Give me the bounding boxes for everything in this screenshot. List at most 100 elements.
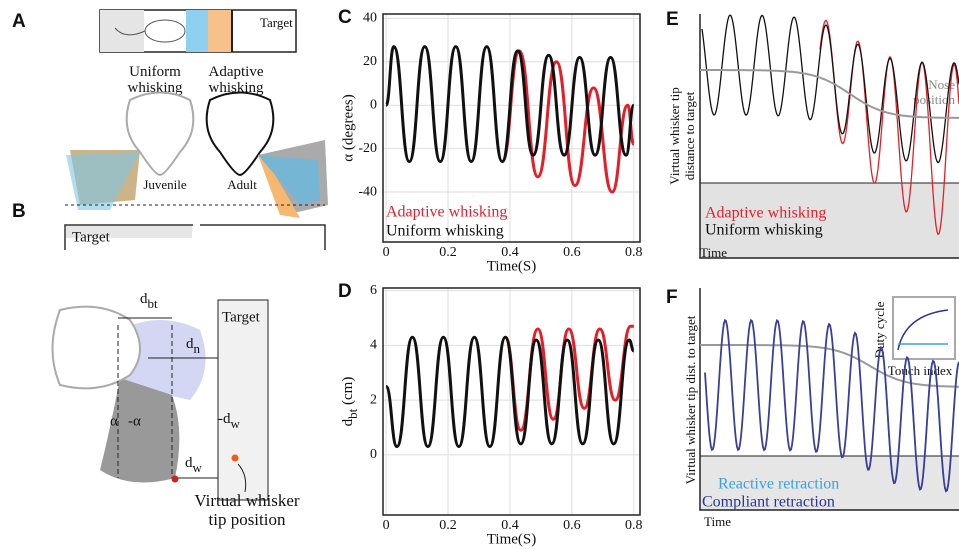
whisk-field xyxy=(258,155,300,218)
dn-label: dn xyxy=(186,336,201,356)
target-label: Target xyxy=(260,15,293,30)
whisk-field xyxy=(258,155,320,205)
x-tick-label: 0.2 xyxy=(439,518,457,533)
x-label: Time xyxy=(704,514,731,529)
x-tick-label: 0.4 xyxy=(501,518,519,533)
panel-a: A Target Uniform whisking Adaptive whiskin… xyxy=(12,9,328,218)
whisk-field xyxy=(66,152,140,210)
legend-label: Compliant retraction xyxy=(702,494,835,511)
text-part: d xyxy=(186,336,194,352)
panel-f: F Virtual whisker tip dist. to target Re… xyxy=(666,287,959,529)
head xyxy=(51,305,141,390)
uniform-label: Uniform whisking xyxy=(127,64,183,96)
mouse xyxy=(144,19,186,43)
text-part: n xyxy=(194,341,201,356)
alpha-label: α xyxy=(110,413,118,429)
x-tick-label: 0.8 xyxy=(625,518,643,533)
text-part: d xyxy=(340,418,356,426)
panel-label: B xyxy=(12,201,26,222)
y-tick-label: 20 xyxy=(363,54,377,69)
head xyxy=(205,91,275,177)
arrow xyxy=(237,463,247,493)
text-line: tip position xyxy=(209,510,286,529)
neg-dw-label: -dw xyxy=(218,411,241,431)
plot-frame xyxy=(382,13,641,243)
y-tick-label: 40 xyxy=(363,11,377,26)
target-bar xyxy=(64,224,326,250)
juvenile-label: Juvenile xyxy=(143,177,187,192)
text-line: position xyxy=(913,92,955,107)
panel-e: E Virtual whisker tipdistance to target … xyxy=(666,9,959,260)
y-tick-label: 0 xyxy=(370,447,377,462)
text-line: distance to target xyxy=(682,91,697,180)
text-line: Uniform xyxy=(129,64,181,80)
target-zone xyxy=(700,183,959,258)
text-part: -d xyxy=(218,411,231,427)
target-shade xyxy=(66,226,192,238)
zone-blue xyxy=(186,10,208,52)
inset-y-label: Duty cycle xyxy=(872,301,887,358)
legend-label: Adaptive whisking xyxy=(386,204,507,221)
y-tick-label: 0 xyxy=(370,97,377,112)
text-part: w xyxy=(193,460,203,475)
x-axis-label: Time(S) xyxy=(487,531,536,547)
legend-label: Uniform whisking xyxy=(386,223,504,240)
tunnel-shade xyxy=(100,10,144,52)
series-line xyxy=(384,335,635,449)
illustration-red xyxy=(819,19,959,236)
y-label: Virtual whisker tipdistance to target xyxy=(667,87,697,184)
legend-label: Adaptive whisking xyxy=(705,205,826,222)
series-line xyxy=(384,45,636,164)
tip-label: Virtual whisker tip position xyxy=(194,491,300,529)
chart: C 0 0.2 0.4 0.6 0.8 -40 -20 0 20 40 Time(S) α (degre… xyxy=(338,7,643,274)
chart: D 0 0.2 0.4 0.6 0.8 0 2 4 6 Time(S) dbt (cm) xyxy=(338,281,643,547)
text-line: Virtual whisker tip xyxy=(667,87,682,184)
tip-dot xyxy=(171,475,179,483)
adult-label: Adult xyxy=(227,177,257,192)
inset-x-label: Touch index xyxy=(888,363,953,378)
text-part: (cm) xyxy=(340,377,356,409)
text-part: bt xyxy=(345,408,360,419)
panel-label: C xyxy=(338,7,352,28)
text-line: Adaptive xyxy=(209,64,264,80)
illustration-nose xyxy=(700,69,959,119)
legend-label: Reactive retraction xyxy=(718,476,839,493)
illustration-dark xyxy=(704,318,959,493)
illustration-black xyxy=(701,14,959,164)
neg-alpha-label: -α xyxy=(128,413,141,429)
panel-label: F xyxy=(666,287,678,308)
plot-frame xyxy=(382,287,641,516)
dbt-label: dbt xyxy=(140,291,158,311)
text-part: d xyxy=(185,455,193,471)
target-box-label: Target xyxy=(222,309,261,325)
y-tick-label: -40 xyxy=(358,184,377,199)
axes xyxy=(699,14,959,259)
panel-b: B Target Target dbt dn α -α -dw dw Virtu… xyxy=(12,201,326,529)
dw-label: dw xyxy=(185,455,203,475)
text-part: w xyxy=(231,416,241,431)
target-bar-label: Target xyxy=(72,229,111,245)
x-tick-label: 0 xyxy=(383,245,390,260)
x-tick-label: 0 xyxy=(383,518,390,533)
panel-label: E xyxy=(666,9,679,30)
text-part: d xyxy=(140,291,148,307)
target-box xyxy=(217,299,269,501)
text-line: Virtual whisker xyxy=(194,491,300,510)
x-tick-label: 0.2 xyxy=(439,245,457,260)
y-label: Virtual whisker tip dist. to target xyxy=(683,315,698,484)
y-axis-label: α (degrees) xyxy=(340,94,356,161)
series-line xyxy=(500,49,636,194)
field xyxy=(100,378,180,483)
panel-label: D xyxy=(338,281,352,302)
x-tick-label: 0.6 xyxy=(563,518,581,533)
x-label: Time xyxy=(700,245,727,260)
x-tick-label: 0.4 xyxy=(501,245,519,260)
illustration-nose xyxy=(700,344,959,388)
field xyxy=(120,320,206,400)
panel-label: A xyxy=(12,11,26,32)
legend-label: Uniform whisking xyxy=(705,222,823,239)
x-tick-label: 0.6 xyxy=(563,245,581,260)
axes xyxy=(699,288,959,511)
inset xyxy=(892,296,956,360)
